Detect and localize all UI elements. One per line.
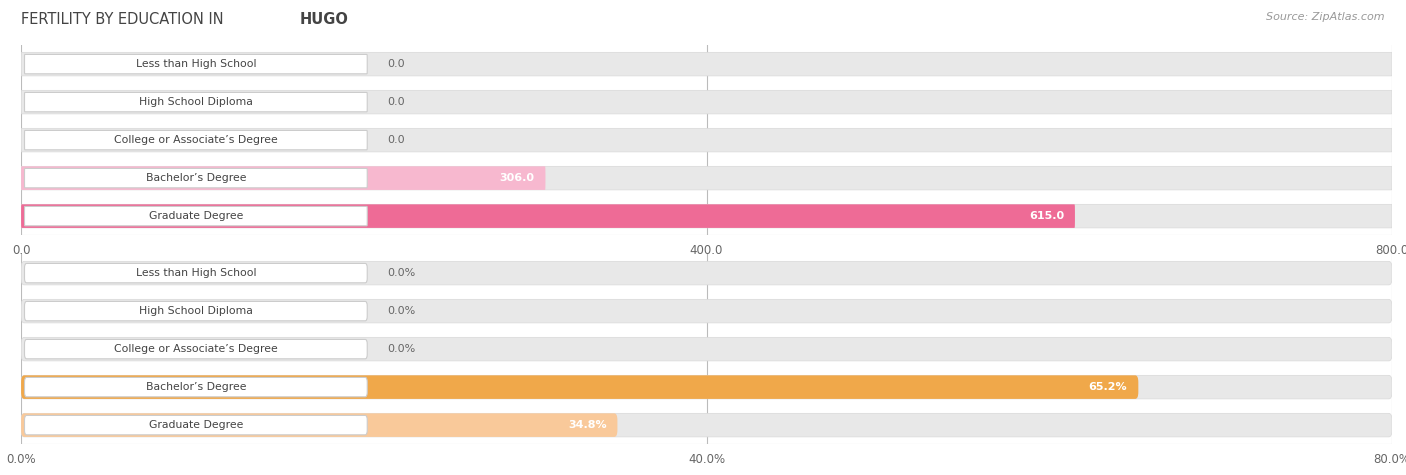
FancyBboxPatch shape bbox=[24, 416, 367, 435]
FancyBboxPatch shape bbox=[21, 375, 1139, 399]
Text: 65.2%: 65.2% bbox=[1088, 382, 1128, 392]
FancyBboxPatch shape bbox=[24, 302, 367, 321]
Text: 615.0: 615.0 bbox=[1029, 211, 1064, 221]
FancyBboxPatch shape bbox=[24, 340, 367, 359]
FancyBboxPatch shape bbox=[24, 93, 367, 112]
FancyBboxPatch shape bbox=[21, 128, 1392, 152]
FancyBboxPatch shape bbox=[21, 166, 546, 190]
Text: High School Diploma: High School Diploma bbox=[139, 97, 253, 107]
FancyBboxPatch shape bbox=[21, 90, 1392, 114]
Text: FERTILITY BY EDUCATION IN: FERTILITY BY EDUCATION IN bbox=[21, 12, 228, 27]
Text: High School Diploma: High School Diploma bbox=[139, 306, 253, 316]
Text: College or Associate’s Degree: College or Associate’s Degree bbox=[114, 135, 278, 145]
FancyBboxPatch shape bbox=[24, 264, 367, 283]
Text: 34.8%: 34.8% bbox=[568, 420, 606, 430]
Text: College or Associate’s Degree: College or Associate’s Degree bbox=[114, 344, 278, 354]
Text: Bachelor’s Degree: Bachelor’s Degree bbox=[146, 382, 246, 392]
FancyBboxPatch shape bbox=[21, 413, 617, 437]
Text: Bachelor’s Degree: Bachelor’s Degree bbox=[146, 173, 246, 183]
FancyBboxPatch shape bbox=[21, 375, 1392, 399]
FancyBboxPatch shape bbox=[21, 413, 1392, 437]
FancyBboxPatch shape bbox=[21, 261, 1392, 285]
Text: 0.0: 0.0 bbox=[387, 97, 405, 107]
Text: Source: ZipAtlas.com: Source: ZipAtlas.com bbox=[1267, 12, 1385, 22]
FancyBboxPatch shape bbox=[21, 299, 1392, 323]
FancyBboxPatch shape bbox=[24, 131, 367, 150]
FancyBboxPatch shape bbox=[21, 204, 1076, 228]
Text: 306.0: 306.0 bbox=[499, 173, 534, 183]
FancyBboxPatch shape bbox=[24, 169, 367, 188]
Text: 0.0%: 0.0% bbox=[387, 268, 415, 278]
FancyBboxPatch shape bbox=[21, 52, 1392, 76]
FancyBboxPatch shape bbox=[21, 166, 1392, 190]
Text: 0.0%: 0.0% bbox=[387, 344, 415, 354]
FancyBboxPatch shape bbox=[24, 378, 367, 397]
Text: Graduate Degree: Graduate Degree bbox=[149, 211, 243, 221]
Text: 0.0: 0.0 bbox=[387, 59, 405, 69]
Text: 0.0%: 0.0% bbox=[387, 306, 415, 316]
FancyBboxPatch shape bbox=[21, 337, 1392, 361]
FancyBboxPatch shape bbox=[21, 204, 1392, 228]
Text: 0.0: 0.0 bbox=[387, 135, 405, 145]
Text: Less than High School: Less than High School bbox=[135, 268, 256, 278]
FancyBboxPatch shape bbox=[24, 55, 367, 74]
FancyBboxPatch shape bbox=[24, 207, 367, 226]
Text: Less than High School: Less than High School bbox=[135, 59, 256, 69]
Text: HUGO: HUGO bbox=[299, 12, 349, 27]
Text: Graduate Degree: Graduate Degree bbox=[149, 420, 243, 430]
